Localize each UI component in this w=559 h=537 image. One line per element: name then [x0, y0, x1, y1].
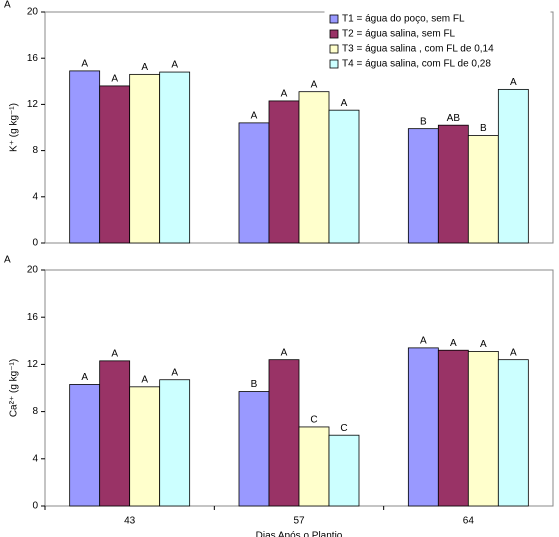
legend-label: T1 = água do poço, sem FL: [342, 14, 465, 25]
bar: [238, 122, 270, 244]
bar: [99, 360, 131, 507]
y-tick-label: 0: [32, 501, 38, 512]
legend-swatch: [329, 59, 339, 69]
significance-letter: A: [510, 77, 517, 88]
legend-label: T3 = água salina , com FL de 0,14: [342, 44, 494, 55]
y-tick-label: 8: [32, 145, 38, 156]
bar: [328, 109, 360, 244]
significance-letter: A: [141, 374, 148, 385]
legend-box: [324, 11, 551, 77]
x-tick-label: 57: [293, 516, 305, 527]
significance-letter: A: [251, 111, 258, 122]
bar: [328, 434, 360, 507]
bar: [497, 88, 529, 244]
legend-swatch: [329, 29, 339, 39]
bar: [69, 70, 101, 244]
y-tick-label: 12: [27, 359, 39, 370]
bar: [298, 91, 330, 244]
y-tick-label: 16: [27, 53, 39, 64]
panel-label: A: [4, 0, 11, 11]
significance-letter: A: [111, 349, 118, 360]
bar: [467, 135, 499, 244]
bar: [129, 386, 161, 507]
legend-swatch: [329, 44, 339, 54]
bar: [238, 391, 270, 507]
significance-letter: B: [420, 116, 427, 127]
significance-letter: A: [111, 74, 118, 85]
bar: [69, 384, 101, 507]
bar: [159, 71, 191, 244]
x-tick-label: 43: [124, 516, 136, 527]
bar: [298, 426, 330, 507]
significance-letter: A: [480, 339, 487, 350]
y-tick-label: 20: [27, 265, 39, 276]
x-tick-label: 64: [463, 516, 475, 527]
legend-label: T2 = água salina, sem FL: [342, 29, 456, 40]
significance-letter: A: [141, 62, 148, 73]
significance-letter: B: [251, 379, 258, 390]
legend-label: T4 = água salina, com FL de 0,28: [342, 59, 491, 70]
significance-letter: A: [81, 59, 88, 70]
significance-letter: A: [510, 347, 517, 358]
significance-letter: B: [480, 123, 487, 134]
legend-swatch: [329, 14, 339, 24]
bar: [99, 85, 131, 244]
y-tick-label: 12: [27, 99, 39, 110]
bar: [437, 124, 469, 244]
y-tick-label: 0: [32, 238, 38, 249]
significance-letter: A: [420, 336, 427, 347]
significance-letter: A: [171, 60, 178, 71]
significance-letter: A: [281, 347, 288, 358]
y-tick-label: 20: [27, 7, 39, 18]
bar: [268, 359, 300, 507]
significance-letter: A: [171, 367, 178, 378]
bar: [159, 379, 191, 507]
significance-letter: C: [340, 423, 347, 434]
y-tick-label: 8: [32, 406, 38, 417]
panel-label: A: [4, 255, 11, 266]
significance-letter: A: [341, 98, 348, 109]
bar: [497, 359, 529, 507]
bar: [129, 73, 161, 244]
y-tick-label: 16: [27, 312, 39, 323]
bar: [467, 351, 499, 507]
significance-letter: A: [81, 372, 88, 383]
bar: [407, 347, 439, 507]
bar: [268, 100, 300, 244]
significance-letter: C: [310, 415, 317, 426]
significance-letter: A: [311, 79, 318, 90]
significance-letter: A: [450, 338, 457, 349]
y-axis-label: Ca²⁺ (g kg⁻¹): [9, 359, 20, 417]
significance-letter: A: [281, 89, 288, 100]
bar: [407, 128, 439, 244]
significance-letter: AB: [447, 113, 461, 124]
y-tick-label: 4: [32, 453, 38, 464]
x-axis-label: Dias Após o Plantio: [256, 531, 343, 537]
y-axis-label: K⁺ (g kg⁻¹): [9, 103, 20, 152]
bar: [437, 349, 469, 507]
y-tick-label: 4: [32, 191, 38, 202]
